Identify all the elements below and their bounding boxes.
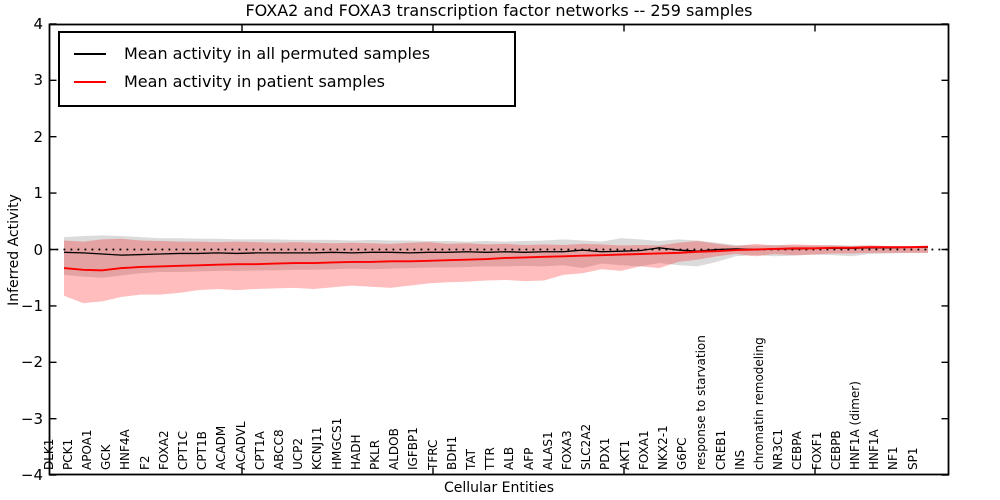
x-tick-label: CEBPB <box>828 430 843 470</box>
x-tick-label: HNF4A <box>118 429 133 470</box>
permuted-confidence-band <box>64 235 928 278</box>
x-tick-label: ABCC8 <box>271 429 286 470</box>
x-tick-label: HNF1A (dimer) <box>847 381 862 470</box>
x-tick-label: FOXA1 <box>636 430 651 470</box>
x-tick-label: HADH <box>348 434 363 471</box>
axis-ticks <box>49 23 949 476</box>
x-tick-label: ALAS1 <box>540 431 555 470</box>
red-line-swatch-icon <box>74 81 106 83</box>
patient-confidence-band <box>64 238 928 304</box>
x-tick-label: PDX1 <box>598 437 613 470</box>
x-axis-label: Cellular Entities <box>443 480 555 496</box>
x-tick-label: G6PC <box>675 437 690 470</box>
x-tick-label: BDH1 <box>444 435 459 470</box>
x-tick-label: IGFBP1 <box>406 427 421 470</box>
x-tick-label: chromatin remodeling <box>751 337 766 470</box>
x-tick-label: PKLR <box>367 439 382 470</box>
legend-item-permuted: Mean activity in all permuted samples <box>74 40 504 68</box>
x-tick-label: TTR <box>483 447 498 470</box>
x-tick-label: SP1 <box>905 447 920 471</box>
patient-mean-line <box>63 245 929 272</box>
x-tick-label: DLK1 <box>41 438 56 470</box>
x-tick-label: NF1 <box>886 446 901 470</box>
x-tick-label: NKX2-1 <box>655 425 670 470</box>
x-tick-label: ALB <box>502 446 517 470</box>
x-tick-label: FOXF1 <box>809 431 824 470</box>
x-tick-label: ACADM <box>214 425 229 470</box>
x-tick-label: HNF1A <box>867 429 882 470</box>
x-tick-label: INS <box>732 449 747 470</box>
x-tick-label: AKT1 <box>617 439 632 470</box>
x-tick-label: AFP <box>521 447 536 470</box>
x-tick-label: UCP2 <box>291 437 306 470</box>
x-tick-label: F2 <box>137 455 152 470</box>
x-tick-label: GCK <box>99 444 114 470</box>
black-line-swatch-icon <box>74 53 106 55</box>
legend-label-permuted: Mean activity in all permuted samples <box>124 44 431 63</box>
x-tick-label: APOA1 <box>79 429 94 470</box>
x-tick-label: CEBPA <box>790 431 805 470</box>
y-tick-label: −1 <box>20 296 43 315</box>
y-tick-label: −3 <box>20 409 43 428</box>
x-tick-label: PCK1 <box>60 438 75 470</box>
x-tick-label: KCNJ11 <box>310 426 325 470</box>
x-tick-label: CPT1A <box>252 431 267 470</box>
x-tick-label: ACADVL <box>233 421 248 470</box>
x-tick-label: CPT1C <box>175 431 190 470</box>
chart-title: FOXA2 and FOXA3 transcription factor net… <box>245 1 753 20</box>
x-tick-label: NR3C1 <box>771 429 786 470</box>
y-tick-label: −4 <box>20 466 43 485</box>
x-tick-label: response to starvation <box>694 335 709 470</box>
x-tick-label: TAT <box>463 448 478 470</box>
x-tick-label: FOXA3 <box>559 430 574 470</box>
x-tick-label: CPT1B <box>195 431 210 470</box>
legend-label-patient: Mean activity in patient samples <box>124 72 385 91</box>
y-tick-label: −2 <box>20 353 43 372</box>
y-tick-label: 2 <box>33 127 43 146</box>
legend-item-patient: Mean activity in patient samples <box>74 68 504 96</box>
y-tick-label: 0 <box>33 240 43 259</box>
x-tick-label: CREB1 <box>713 429 728 470</box>
y-tick-label: 1 <box>33 184 43 203</box>
y-tick-label: 4 <box>33 14 43 33</box>
x-tick-label: SLC2A2 <box>579 423 594 470</box>
legend: Mean activity in all permuted samples Me… <box>58 31 516 107</box>
x-tick-label: TFRC <box>425 439 440 470</box>
x-tick-label: ALDOB <box>387 428 402 470</box>
x-tick-label: FOXA2 <box>156 430 171 470</box>
x-tick-label: HMGCS1 <box>329 417 344 470</box>
y-tick-label: 3 <box>33 71 43 90</box>
